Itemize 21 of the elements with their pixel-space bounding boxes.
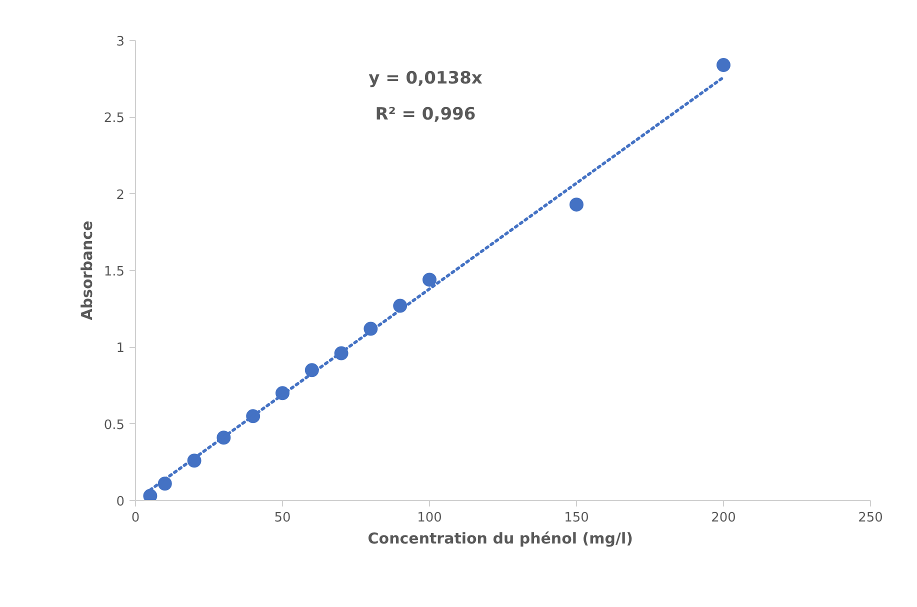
point [143,488,158,500]
y-tick-label: 1.5 [104,264,125,280]
point [716,58,730,72]
x-tick-label: 100 [417,510,442,526]
x-tick-label: 0 [131,510,140,526]
x-tick-label: 200 [711,510,736,526]
x-tick-label: 250 [858,510,883,526]
x-tick-label: 50 [274,510,291,526]
annotation: y = 0,0138x [368,68,482,88]
y-axis-title: Absorbance [78,220,96,320]
point [570,198,584,212]
x-tick-label: 150 [564,510,589,526]
y-tick-label: 2 [116,188,125,203]
y-tick-label: 3 [116,34,125,50]
annotation: R² = 0,996 [375,104,476,124]
y-tick-label: 2.5 [104,111,125,126]
point [422,272,436,287]
x-axis-title: Concentration du phénol (mg/l) [368,530,633,548]
y-tick-label: 0 [116,494,125,510]
y-tick-label: 0.5 [104,418,125,433]
y-tick-label: 1 [116,341,125,356]
